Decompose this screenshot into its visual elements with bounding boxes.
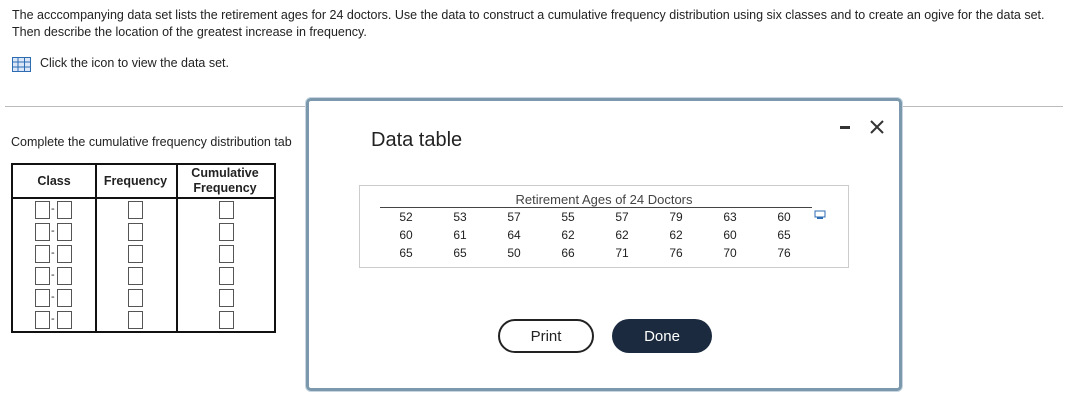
data-cell: 65 <box>399 246 413 260</box>
frequency-input[interactable] <box>128 267 143 285</box>
data-cell: 55 <box>561 210 575 224</box>
data-dialog: Data table Retirement Ages of 24 Doctors… <box>306 98 902 391</box>
class-separator: - <box>51 313 55 325</box>
frequency-input[interactable] <box>128 201 143 219</box>
class-lower-input[interactable] <box>35 267 50 285</box>
question-text: The acccompanying data set lists the ret… <box>12 8 1045 39</box>
class-upper-input[interactable] <box>57 267 72 285</box>
class-separator: - <box>51 247 55 259</box>
data-cell: 65 <box>777 228 791 242</box>
data-cell: 61 <box>453 228 467 242</box>
class-separator: - <box>51 203 55 215</box>
column-line <box>95 165 97 331</box>
data-cell: 60 <box>723 228 737 242</box>
class-upper-input[interactable] <box>57 245 72 263</box>
class-lower-input[interactable] <box>35 223 50 241</box>
data-cell: 76 <box>669 246 683 260</box>
data-table: Retirement Ages of 24 Doctors 52 53 57 55 57… <box>359 185 849 268</box>
data-cell: 62 <box>561 228 575 242</box>
cumulative-input[interactable] <box>219 201 234 219</box>
dialog-title: Data table <box>371 129 463 151</box>
class-upper-input[interactable] <box>57 223 72 241</box>
frequency-input[interactable] <box>128 223 143 241</box>
data-cell: 66 <box>561 246 575 260</box>
frequency-input[interactable] <box>128 245 143 263</box>
class-separator: - <box>51 269 55 281</box>
data-cell: 57 <box>615 210 629 224</box>
column-header: Class <box>37 174 71 188</box>
class-upper-input[interactable] <box>57 201 72 219</box>
cumulative-input[interactable] <box>219 267 234 285</box>
data-cell: 60 <box>399 228 413 242</box>
data-cell: 79 <box>669 210 683 224</box>
data-cell: 62 <box>669 228 683 242</box>
frequency-input[interactable] <box>128 289 143 307</box>
instruction: Complete the cumulative frequency distri… <box>11 135 292 149</box>
data-cell: 62 <box>615 228 629 242</box>
cumulative-input[interactable] <box>219 223 234 241</box>
answer-table: Class Frequency Cumulative Frequency - - - - - - <box>11 163 276 333</box>
frequency-input[interactable] <box>128 311 143 329</box>
header-line <box>13 197 274 199</box>
column-header: Cumulative Frequency <box>191 166 259 195</box>
data-cell: 70 <box>723 246 737 260</box>
copy-icon[interactable] <box>814 210 826 220</box>
column-line <box>176 165 178 331</box>
title-rule <box>380 207 812 208</box>
data-cell: 65 <box>453 246 467 260</box>
class-separator: - <box>51 291 55 303</box>
cumulative-input[interactable] <box>219 245 234 263</box>
cumulative-input[interactable] <box>219 289 234 307</box>
data-cell: 53 <box>453 210 467 224</box>
data-table-title: Retirement Ages of 24 Doctors <box>515 192 693 207</box>
data-cell: 64 <box>507 228 521 242</box>
table-icon[interactable] <box>12 57 32 73</box>
data-cell: 60 <box>777 210 791 224</box>
data-cell: 71 <box>615 246 629 260</box>
window-controls[interactable] <box>837 117 889 137</box>
cumulative-input[interactable] <box>219 311 234 329</box>
class-lower-input[interactable] <box>35 201 50 219</box>
class-separator: - <box>51 225 55 237</box>
class-upper-input[interactable] <box>57 311 72 329</box>
class-lower-input[interactable] <box>35 245 50 263</box>
data-link[interactable]: Click the icon to view the data set. <box>40 56 229 70</box>
print-button[interactable]: Print <box>498 319 594 353</box>
class-upper-input[interactable] <box>57 289 72 307</box>
data-cell: 63 <box>723 210 737 224</box>
class-lower-input[interactable] <box>35 289 50 307</box>
data-cell: 76 <box>777 246 791 260</box>
done-button[interactable]: Done <box>612 319 712 353</box>
data-cell: 50 <box>507 246 521 260</box>
class-lower-input[interactable] <box>35 311 50 329</box>
data-cell: 52 <box>399 210 413 224</box>
data-cell: 57 <box>507 210 521 224</box>
column-header: Frequency <box>103 174 168 188</box>
